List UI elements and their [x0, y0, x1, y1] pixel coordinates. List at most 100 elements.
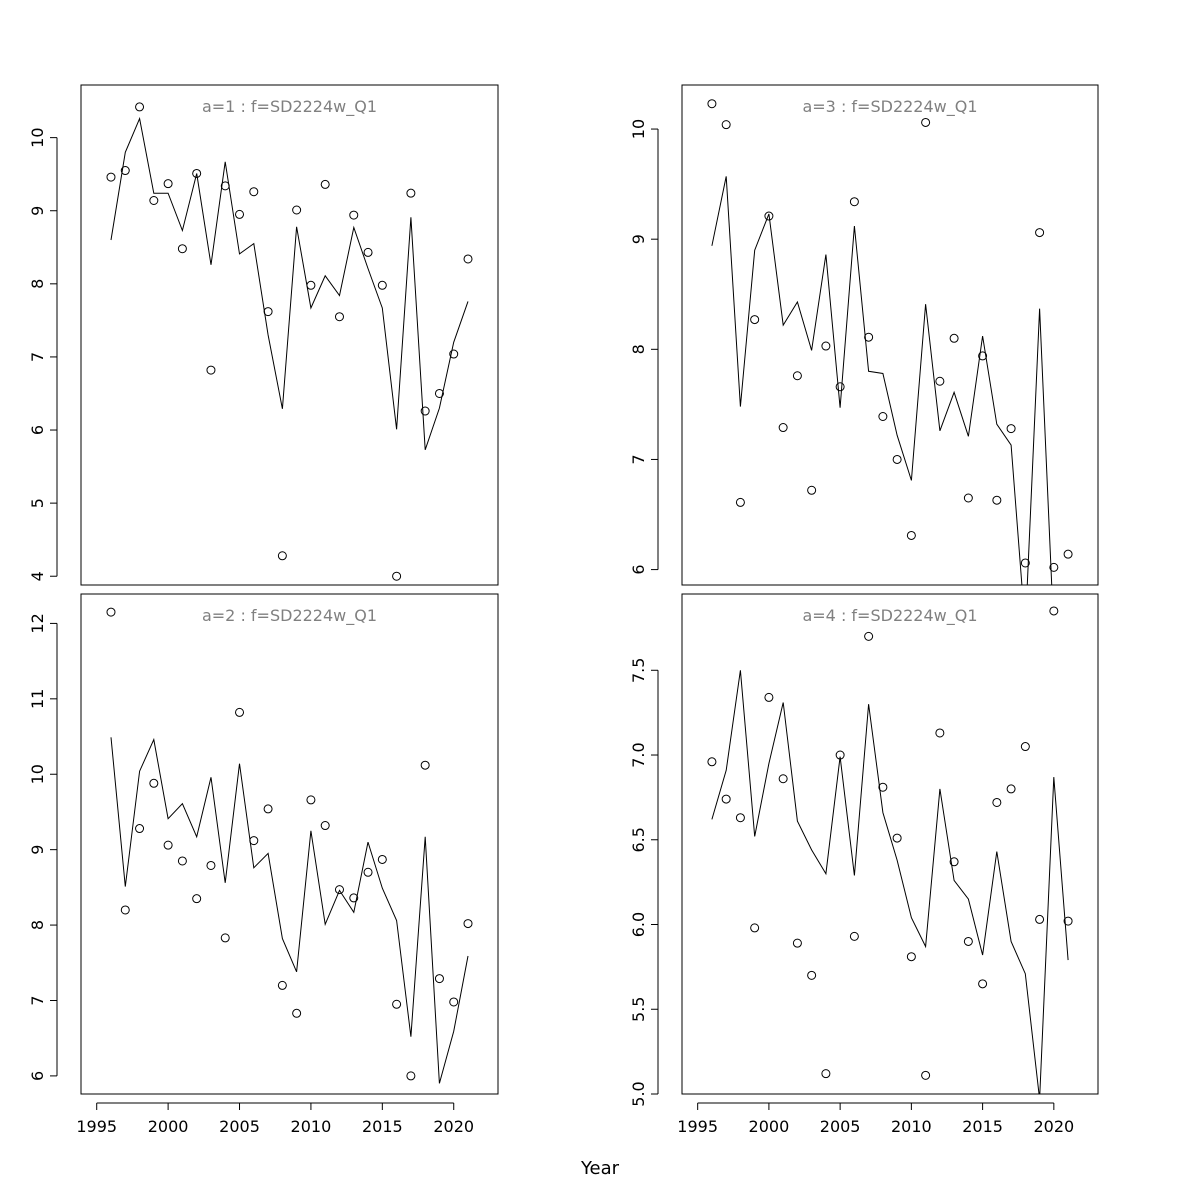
observed-point — [349, 210, 359, 220]
observed-point — [235, 209, 245, 219]
observed-point — [249, 836, 259, 846]
observed-point — [177, 856, 187, 866]
observed-point — [849, 931, 859, 941]
observed-point — [392, 999, 402, 1009]
observed-point — [821, 1069, 831, 1079]
observed-point — [263, 307, 273, 317]
observed-point — [906, 952, 916, 962]
observed-point — [135, 824, 145, 834]
observed-point — [835, 750, 845, 760]
observed-point — [306, 280, 316, 290]
observed-point — [878, 411, 888, 421]
plot-frame — [681, 84, 1099, 586]
data-layer — [707, 606, 1073, 1094]
observed-point — [163, 179, 173, 189]
x-tick-label: 2015 — [362, 1117, 403, 1136]
observed-point — [449, 997, 459, 1007]
observed-point — [807, 485, 817, 495]
observed-point — [1020, 558, 1030, 568]
observed-point — [707, 99, 717, 109]
x-tick-label: 1995 — [677, 1117, 718, 1136]
y-tick-label: 5.0 — [629, 1081, 648, 1106]
observed-point — [864, 332, 874, 342]
y-tick-label: 6.0 — [629, 912, 648, 937]
x-tick-label: 1995 — [76, 1117, 117, 1136]
observed-point — [1063, 549, 1073, 559]
observed-point — [849, 197, 859, 207]
observed-point — [735, 497, 745, 507]
panel-title: a=2 : f=SD2224w_Q1 — [202, 606, 377, 626]
observed-point — [235, 707, 245, 717]
observed-point — [1006, 784, 1016, 794]
observed-point — [750, 923, 760, 933]
observed-point — [935, 728, 945, 738]
y-tick-label: 7 — [28, 352, 47, 362]
panel-title: a=4 : f=SD2224w_Q1 — [802, 606, 977, 626]
observed-point — [149, 778, 159, 788]
observed-point — [106, 172, 116, 182]
observed-point — [792, 938, 802, 948]
fitted-line — [110, 737, 469, 1084]
plot-frame — [80, 593, 499, 1095]
x-tick-label: 2005 — [219, 1117, 260, 1136]
observed-point — [292, 1008, 302, 1018]
observed-point — [921, 1070, 931, 1080]
observed-point — [906, 530, 916, 540]
observed-point — [320, 179, 330, 189]
observed-point — [292, 205, 302, 215]
observed-point — [1006, 424, 1016, 434]
panel-title: a=1 : f=SD2224w_Q1 — [202, 97, 377, 117]
y-tick-label: 8 — [28, 920, 47, 930]
data-layer — [106, 102, 473, 581]
y-tick-label: 5 — [28, 498, 47, 508]
x-tick-label: 2005 — [820, 1117, 861, 1136]
observed-point — [120, 166, 130, 176]
y-tick-label: 7.5 — [629, 658, 648, 683]
panel-1: a=1 : f=SD2224w_Q1 4 5 6 7 8 9 10 — [28, 84, 499, 586]
x-axis-label: Year — [580, 1158, 620, 1179]
observed-point — [206, 365, 216, 375]
panel-4: a=4 : f=SD2224w_Q1 5.0 5.5 6.0 6.5 7.0 7.5 1995… — [629, 593, 1099, 1136]
observed-point — [420, 406, 430, 416]
observed-point — [420, 760, 430, 770]
y-tick-label: 7 — [629, 454, 648, 464]
observed-point — [392, 571, 402, 581]
observed-point — [177, 244, 187, 254]
observed-point — [792, 371, 802, 381]
observed-point — [349, 893, 359, 903]
x-tick-label: 2015 — [962, 1117, 1003, 1136]
observed-point — [949, 857, 959, 867]
observed-point — [434, 388, 444, 398]
observed-point — [463, 919, 473, 929]
y-tick-label: 11 — [28, 689, 47, 709]
observed-point — [878, 782, 888, 792]
observed-point — [892, 454, 902, 464]
y-tick-label: 5.5 — [629, 997, 648, 1022]
observed-point — [778, 423, 788, 433]
y-tick-label: 8 — [28, 279, 47, 289]
data-layer — [106, 607, 473, 1084]
observed-point — [363, 247, 373, 257]
observed-point — [721, 120, 731, 130]
observed-point — [363, 867, 373, 877]
fitted-line — [110, 116, 469, 450]
observed-point — [220, 933, 230, 943]
observed-point — [1049, 562, 1059, 572]
observed-point — [963, 936, 973, 946]
x-tick-label: 2020 — [1033, 1117, 1074, 1136]
observed-point — [277, 980, 287, 990]
observed-point — [992, 495, 1002, 505]
observed-point — [864, 631, 874, 641]
observed-point — [206, 860, 216, 870]
observed-point — [921, 117, 931, 127]
observed-point — [807, 970, 817, 980]
observed-point — [377, 280, 387, 290]
observed-point — [306, 795, 316, 805]
observed-point — [764, 692, 774, 702]
y-tick-label: 6 — [28, 1071, 47, 1081]
y-tick-label: 6 — [28, 425, 47, 435]
y-tick-label: 12 — [28, 613, 47, 633]
observed-point — [220, 181, 230, 191]
